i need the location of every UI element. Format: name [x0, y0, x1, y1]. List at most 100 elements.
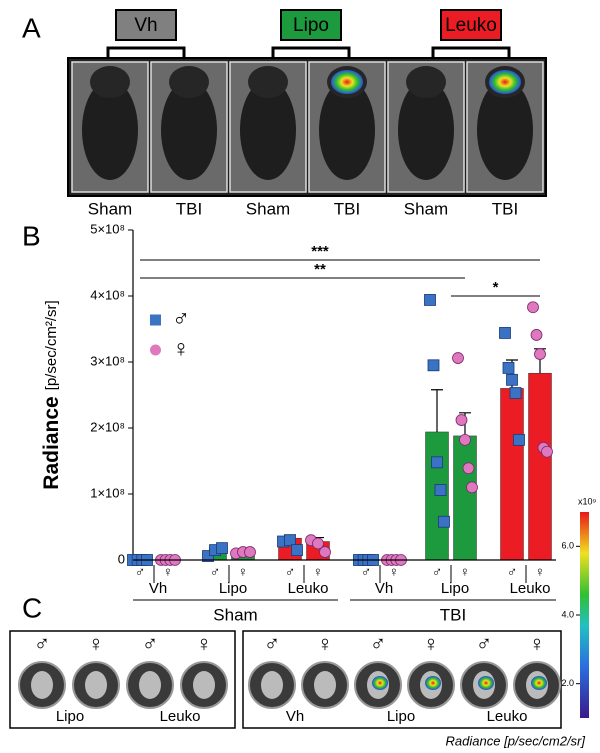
point	[291, 544, 303, 556]
bar	[528, 372, 552, 561]
sex-label: ♀	[313, 564, 324, 580]
brain	[85, 671, 107, 699]
y-tick-label: 2×10⁸	[90, 419, 125, 434]
point	[502, 362, 515, 374]
y-tick-label: 1×10⁸	[90, 485, 125, 500]
panel-a: Vh Lipo Leuko Sham TBI Sham TBI Sham TBI	[67, 9, 547, 218]
signal	[489, 70, 521, 94]
category-label: Lipo	[219, 580, 247, 597]
point	[438, 515, 450, 528]
point	[506, 373, 518, 386]
box	[9, 630, 236, 729]
sex-label: ♀	[163, 564, 174, 580]
category-label: Leuko	[288, 580, 329, 597]
well-label: Vh	[286, 708, 304, 725]
sex-label: ♂	[507, 564, 518, 580]
group-box	[440, 9, 502, 41]
group-label: TBI	[440, 605, 466, 624]
sex-label: ♂	[361, 564, 372, 580]
point	[434, 484, 447, 496]
y-tick-label: 5×10⁸	[90, 221, 125, 236]
signal	[331, 70, 363, 94]
significance-label: ***	[311, 243, 329, 260]
point	[427, 359, 440, 372]
bracket	[106, 46, 186, 58]
well-label: Lipo	[56, 708, 84, 725]
legend-label: ♀	[172, 335, 190, 362]
mouse-head	[406, 66, 446, 98]
point	[466, 481, 478, 494]
point	[216, 542, 228, 555]
colorbar-tick-label: 6.0	[561, 541, 574, 551]
bar	[425, 431, 449, 561]
image-label: TBI	[492, 199, 518, 218]
mouse-body	[398, 80, 454, 180]
category-label: Lipo	[441, 580, 469, 597]
brain	[193, 671, 215, 699]
bracket	[431, 46, 511, 58]
point	[319, 546, 331, 558]
y-tick-label: 4×10⁸	[90, 287, 125, 302]
well-label: Leuko	[160, 708, 201, 725]
legend-marker	[150, 344, 161, 356]
point	[284, 534, 296, 547]
group-label: Sham	[213, 605, 257, 624]
well-label: Lipo	[387, 708, 415, 725]
mouse-body	[82, 80, 138, 180]
mouse-body	[477, 80, 533, 180]
image-label: Sham	[88, 199, 132, 218]
brain	[314, 671, 336, 699]
sex-label: ♂	[285, 564, 296, 580]
sex-label: ♂	[432, 564, 443, 580]
group-box	[115, 9, 177, 41]
signal	[531, 676, 547, 690]
point	[513, 433, 525, 446]
point	[244, 546, 256, 558]
well-label: Leuko	[487, 708, 528, 725]
point	[499, 327, 511, 339]
legend-label: ♂	[172, 305, 190, 332]
colorbar-multiplier: x10⁹	[578, 496, 597, 506]
sex-label: ♂	[210, 564, 221, 580]
sex-label: ♀	[196, 631, 213, 656]
signal	[478, 676, 494, 690]
point	[431, 456, 443, 469]
sex-label: ♀	[238, 564, 249, 580]
sex-label: ♀	[389, 564, 400, 580]
group-label: Lipo	[293, 15, 329, 36]
sex-label: ♂	[264, 631, 281, 656]
image-label: TBI	[334, 199, 360, 218]
sex-label: ♂	[34, 631, 51, 656]
y-axis-label: Radiance[p/sec/cm²/sr]	[40, 300, 63, 489]
point	[312, 537, 324, 550]
y-tick-label: 0	[118, 551, 125, 566]
sex-label: ♀	[460, 564, 471, 580]
point	[202, 550, 214, 562]
sex-label: ♀	[423, 631, 440, 656]
sex-label: ♂	[370, 631, 387, 656]
colorbar-tick-label: 2.0	[561, 678, 574, 688]
point	[424, 294, 436, 306]
significance-label: **	[314, 261, 326, 278]
sex-label: ♀	[88, 631, 105, 656]
sex-label: ♀	[535, 564, 546, 580]
point	[530, 329, 543, 341]
colorbar-label: Radiance [p/sec/cm2/sr]	[446, 733, 586, 748]
mouse-body	[161, 80, 217, 180]
image-label: Sham	[404, 199, 448, 218]
significance-label: *	[493, 279, 499, 296]
panel-label: C	[22, 592, 42, 623]
point	[452, 352, 464, 364]
sex-label: ♀	[529, 631, 546, 656]
signal	[425, 676, 441, 690]
bracket	[271, 46, 351, 58]
bar	[500, 388, 524, 561]
group-label: Vh	[134, 15, 157, 36]
sex-label: ♂	[476, 631, 493, 656]
mouse-head	[90, 66, 130, 98]
mouse-head	[248, 66, 288, 98]
brain	[31, 671, 53, 699]
image-label: TBI	[176, 199, 202, 218]
image-label: Sham	[246, 199, 290, 218]
